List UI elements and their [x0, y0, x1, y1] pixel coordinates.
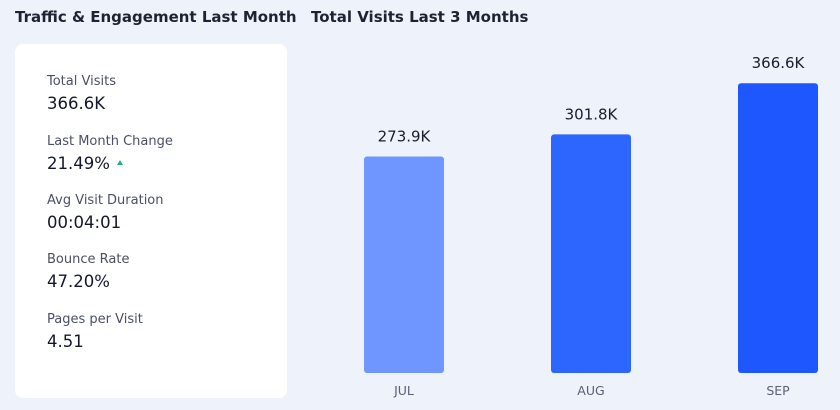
bar-sep[interactable]: [738, 83, 818, 373]
metric-value: 4.51: [47, 332, 84, 351]
metric-label: Avg Visit Duration: [47, 193, 164, 208]
metric-value-row: 21.49%: [47, 154, 173, 174]
trend-up-icon: [116, 160, 123, 165]
metric-pages-per-visit: Pages per Visit 4.51: [47, 312, 143, 352]
metric-avg-visit-duration: Avg Visit Duration 00:04:01: [47, 193, 164, 233]
metric-last-month-change: Last Month Change 21.49%: [47, 134, 173, 174]
metric-value: 21.49%: [47, 154, 110, 173]
x-tick-jul: JUL: [393, 383, 414, 398]
data-label-sep: 366.6K: [752, 54, 806, 72]
bar-aug[interactable]: [551, 134, 631, 373]
metrics-card: Total Visits 366.6K Last Month Change 21…: [15, 44, 287, 398]
metric-label: Bounce Rate: [47, 252, 130, 267]
metric-label: Total Visits: [47, 74, 116, 89]
metric-bounce-rate: Bounce Rate 47.20%: [47, 252, 129, 292]
data-label-aug: 301.8K: [565, 105, 619, 123]
metric-label: Last Month Change: [47, 134, 173, 149]
metric-label: Pages per Visit: [47, 312, 143, 327]
x-tick-sep: SEP: [766, 383, 790, 398]
metric-value: 00:04:01: [47, 213, 122, 232]
traffic-engagement-title: Traffic & Engagement Last Month: [15, 8, 297, 26]
metric-value: 47.20%: [47, 272, 110, 291]
metric-total-visits: Total Visits 366.6K: [47, 74, 116, 114]
total-visits-chart-title: Total Visits Last 3 Months: [311, 8, 529, 26]
metric-value: 366.6K: [47, 94, 106, 113]
x-tick-aug: AUG: [577, 383, 604, 398]
total-visits-bar-chart: 273.9K JUL 301.8K AUG 366.6K SEP: [364, 54, 818, 398]
data-label-jul: 273.9K: [378, 127, 432, 145]
bar-jul[interactable]: [364, 156, 444, 373]
